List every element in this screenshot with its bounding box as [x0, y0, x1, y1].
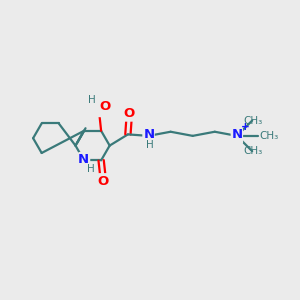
Text: N: N — [144, 128, 155, 141]
Text: N: N — [231, 128, 242, 141]
Text: CH₃: CH₃ — [260, 131, 279, 141]
Text: O: O — [98, 175, 109, 188]
Text: O: O — [100, 100, 111, 113]
Text: CH₃: CH₃ — [243, 116, 262, 126]
Text: N: N — [78, 153, 89, 166]
Text: CH₃: CH₃ — [243, 146, 262, 157]
Text: +: + — [241, 122, 250, 132]
Text: O: O — [124, 107, 135, 120]
Text: H: H — [88, 95, 95, 106]
Text: H: H — [87, 164, 94, 174]
Text: H: H — [146, 140, 154, 150]
